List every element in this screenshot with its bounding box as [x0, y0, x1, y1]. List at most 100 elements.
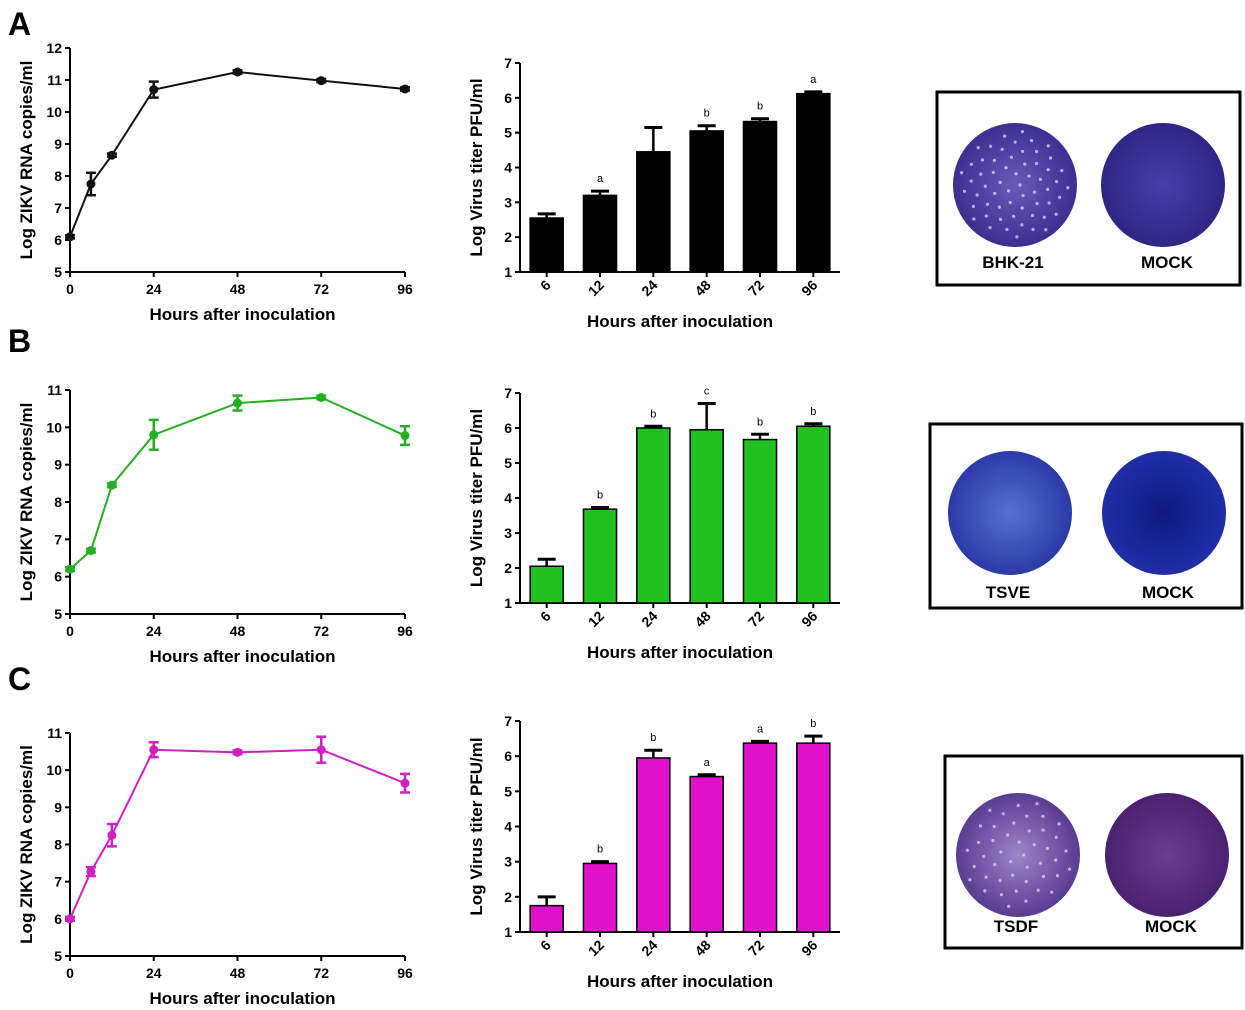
plaque: [1031, 214, 1034, 217]
significance-label: a: [810, 74, 817, 86]
y-tick-label: 4: [504, 160, 512, 176]
figure: ABHK-21MOCKBTSVEMOCKCTSDFMOCK56789101112…: [0, 0, 1245, 1010]
data-point: [86, 180, 95, 189]
y-tick-label: 8: [54, 837, 62, 853]
y-tick-label: 6: [54, 569, 62, 585]
x-tick-label: 12: [585, 608, 607, 630]
plaque: [1004, 166, 1007, 169]
plaque: [1041, 829, 1044, 832]
data-point: [317, 745, 326, 754]
plaque: [983, 889, 986, 892]
data-point: [107, 151, 116, 160]
plaque: [1014, 172, 1017, 175]
x-tick-label: 24: [638, 277, 660, 299]
y-tick-label: 10: [46, 419, 62, 435]
plate-well: [1101, 123, 1225, 247]
x-axis-label: Hours after inoculation: [149, 647, 335, 666]
y-tick-label: 5: [54, 264, 62, 280]
y-tick-label: 2: [504, 889, 512, 905]
significance-label: a: [757, 723, 764, 735]
plaque: [963, 190, 966, 193]
y-tick-label: 11: [47, 72, 62, 88]
panel-label: B: [8, 323, 31, 359]
plaque: [1021, 130, 1024, 133]
plaque: [1039, 862, 1042, 865]
x-tick-label: 72: [313, 965, 329, 981]
x-tick-label: 24: [146, 281, 162, 297]
x-tick-label: 96: [798, 608, 820, 630]
y-tick-label: 10: [46, 762, 62, 778]
y-tick-label: 9: [54, 457, 62, 473]
plaque: [982, 855, 985, 858]
plaque: [1023, 163, 1026, 166]
plaque: [966, 849, 969, 852]
plaque: [991, 839, 994, 842]
plaque: [984, 185, 987, 188]
plaque: [1064, 849, 1067, 852]
plaque: [1048, 201, 1051, 204]
y-axis-label: Log Virus titer PFU/ml: [467, 737, 486, 915]
plaque: [973, 865, 976, 868]
x-tick-label: 72: [313, 281, 329, 297]
y-tick-label: 4: [504, 819, 512, 835]
bar: [797, 94, 830, 272]
data-point: [317, 393, 326, 402]
bar: [583, 195, 616, 272]
significance-label: a: [597, 173, 604, 185]
plate-label: MOCK: [1145, 917, 1198, 936]
x-tick-label: 24: [638, 937, 660, 959]
y-tick-label: 7: [504, 713, 512, 729]
bar: [530, 218, 563, 272]
bar: [583, 509, 616, 603]
x-tick-label: 12: [585, 277, 607, 299]
plate-label: TSDF: [994, 917, 1038, 936]
y-axis-label: Log ZIKV RNA copies/ml: [17, 61, 36, 260]
data-line: [70, 750, 405, 919]
bar: [637, 758, 670, 932]
y-tick-label: 5: [54, 606, 62, 622]
y-tick-label: 1: [504, 924, 512, 940]
plaque: [977, 146, 980, 149]
x-tick-label: 72: [745, 937, 767, 959]
significance-label: b: [597, 844, 603, 856]
plaque: [1003, 135, 1006, 138]
data-point: [86, 867, 95, 876]
plaque: [1025, 880, 1028, 883]
plaque: [1020, 223, 1023, 226]
y-tick-label: 7: [54, 200, 62, 216]
plaque: [993, 159, 996, 162]
plaque: [988, 226, 991, 229]
plate-label: MOCK: [1141, 253, 1194, 272]
y-tick-label: 11: [47, 382, 62, 398]
plaque: [1015, 235, 1018, 238]
plate-label: TSVE: [986, 583, 1030, 602]
plaque: [1056, 874, 1059, 877]
y-tick-label: 10: [46, 104, 62, 120]
plaque: [993, 863, 996, 866]
significance-label: b: [810, 718, 816, 730]
plaque: [1026, 866, 1029, 869]
y-tick-label: 6: [504, 420, 512, 436]
data-point: [149, 745, 158, 754]
y-tick-label: 8: [54, 168, 62, 184]
plaque: [960, 171, 963, 174]
data-point: [233, 68, 242, 77]
plaque: [1057, 822, 1060, 825]
data-point: [317, 76, 326, 85]
data-point: [66, 914, 75, 923]
data-point: [401, 779, 410, 788]
bar: [637, 428, 670, 603]
significance-label: b: [597, 489, 603, 501]
y-tick-label: 1: [504, 264, 512, 280]
plaque: [1022, 853, 1025, 856]
plate-well: [1102, 451, 1226, 575]
y-tick-label: 1: [504, 595, 512, 611]
bar: [530, 566, 563, 603]
bar: [797, 426, 830, 603]
plaque: [1031, 228, 1034, 231]
data-point: [86, 546, 95, 555]
x-tick-label: 24: [638, 608, 660, 630]
x-tick-label: 72: [745, 608, 767, 630]
y-tick-label: 6: [54, 232, 62, 248]
bar: [690, 777, 723, 932]
